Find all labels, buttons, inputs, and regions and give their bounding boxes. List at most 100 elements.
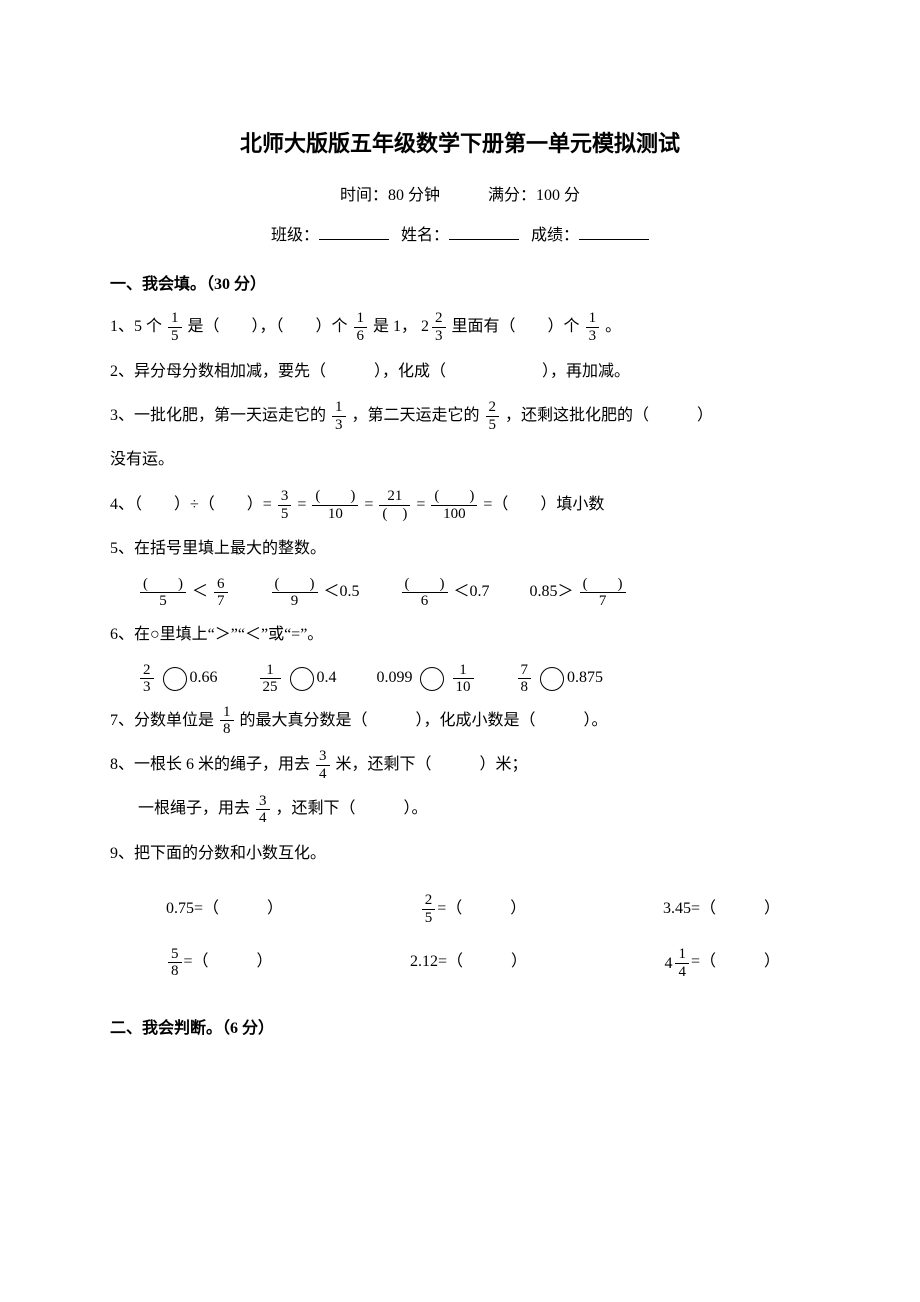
q6-v4: 0.875 [567,669,603,686]
q8-text-c: 一根绳子，用去 [138,800,250,817]
question-7: 7、分数单位是 18 的最大真分数是（ ），化成小数是（ ）。 [110,702,810,740]
frac-5-8: 58 [168,946,182,980]
frac-7-8: 78 [518,662,532,696]
time-label: 时间：80 分钟 [340,187,440,204]
q4-eq2: = [364,496,377,513]
frac-p-6: ( )6 [402,576,448,610]
question-6-row: 23 0.66 125 0.4 0.099 110 78 0.875 [110,660,810,695]
q3-text-b: ，第二天运走它的 [352,407,480,424]
q5-item-4: 0.85＞ ( )7 [530,574,628,609]
q4-eq3: = [416,496,429,513]
question-3-line2: 没有运。 [110,441,810,479]
q5-v3: 0.85 [530,583,558,600]
q5-v1: 0.5 [340,583,360,600]
page-title: 北师大版版五年级数学下册第一单元模拟测试 [110,120,810,168]
gt-1: ＞ [558,583,574,600]
question-5: 5、在括号里填上最大的整数。 [110,530,810,568]
lt-1: ＜ [192,583,208,600]
frac-1-10: 110 [453,662,474,696]
frac-1-25: 125 [260,662,281,696]
question-3: 3、一批化肥，第一天运走它的 13 ，第二天运走它的 25 ，还剩这批化肥的（ … [110,397,810,435]
q4-text-a: 4、（ ）÷（ ）= [110,496,276,513]
question-6: 6、在○里填上“＞”“＜”或“=”。 [110,616,810,654]
score-blank[interactable] [579,223,649,240]
frac-p-10: ( )10 [312,488,358,522]
question-8-line1: 8、一根长 6 米的绳子，用去 34 米，还剩下（ ）米； [110,746,810,784]
frac-p-5: ( )5 [140,576,186,610]
student-info-line: 班级： 姓名： 成绩： [110,218,810,253]
q1-text-e: 。 [605,318,621,335]
frac-2-3: 23 [140,662,154,696]
q9-item-2: 25=（ ） [420,891,527,926]
frac-1-3b: 13 [332,399,346,433]
q6-item-2: 125 0.4 [258,660,337,695]
lt-3: ＜ [454,583,470,600]
mixed-4-1-4: 414 [664,945,691,981]
q5-v2: 0.7 [470,583,490,600]
q7-text-b: 的最大真分数是（ ），化成小数是（ ）。 [240,712,608,729]
frac-2-5b: 25 [422,892,436,926]
q6-item-3: 0.099 110 [377,660,476,695]
question-9-row1: 0.75=（ ） 25=（ ） 3.45=（ ） [110,891,810,926]
frac-6-7: 67 [214,576,228,610]
q6-v2: 0.4 [317,669,337,686]
q9-item-5: 2.12=（ ） [410,944,527,980]
frac-p-7: ( )7 [580,576,626,610]
frac-1-6: 16 [354,310,368,344]
q5-item-2: ( )9 ＜0.5 [270,574,360,609]
q9-d: =（ ） [184,953,273,970]
question-4: 4、（ ）÷（ ）= 35 = ( )10 = 21( ) = ( )100 =… [110,486,810,524]
q3-text-a: 3、一批化肥，第一天运走它的 [110,407,326,424]
q7-text-a: 7、分数单位是 [110,712,214,729]
circle-input-4[interactable] [540,667,564,691]
q6-item-1: 23 0.66 [138,660,218,695]
q1-text-d: 里面有（ ）个 [452,318,580,335]
name-blank[interactable] [449,223,519,240]
q8-text-b: 米，还剩下（ ）米； [336,756,528,773]
mixed-2-2-3: 223 [421,308,448,347]
section-2-head: 二、我会判断。（6 分） [110,1011,810,1046]
frac-2-5: 25 [486,399,500,433]
q9-b: =（ ） [437,900,526,917]
question-2: 2、异分母分数相加减，要先（ ），化成（ ），再加减。 [110,353,810,391]
frac-1-5: 15 [168,310,182,344]
q8-text-a: 8、一根长 6 米的绳子，用去 [110,756,310,773]
q5-item-3: ( )6 ＜0.7 [400,574,490,609]
page: 北师大版版五年级数学下册第一单元模拟测试 时间：80 分钟 满分：100 分 班… [0,0,920,1302]
q3-text-c: ，还剩这批化肥的（ ） [505,407,713,424]
q9-f: =（ ） [691,953,780,970]
frac-3-4: 34 [316,748,330,782]
question-9: 9、把下面的分数和小数互化。 [110,835,810,873]
q6-item-4: 78 0.875 [516,660,604,695]
frac-p-100: ( )100 [431,488,477,522]
circle-input-2[interactable] [290,667,314,691]
question-8-line2: 一根绳子，用去 34 ，还剩下（ ）。 [110,790,810,828]
frac-1-3: 13 [586,310,600,344]
q1-text-a: 1、5 个 [110,318,166,335]
question-9-row2: 58=（ ） 2.12=（ ） 414=（ ） [110,944,810,980]
frac-1-8: 18 [220,704,234,738]
q1-text-b: 是（ ），（ ）个 [188,318,352,335]
q5-item-1: ( )5 ＜ 67 [138,574,230,609]
class-label: 班级： [271,227,319,244]
full-label: 满分：100 分 [488,187,580,204]
q9-item-3: 3.45=（ ） [663,891,780,926]
class-blank[interactable] [319,223,389,240]
q8-text-d: ，还剩下（ ）。 [276,800,428,817]
frac-p-9: ( )9 [272,576,318,610]
frac-21-p: 21( ) [379,488,410,522]
question-1: 1、5 个 15 是（ ），（ ）个 16 是 1， 223 里面有（ ）个 1… [110,308,810,347]
circle-input-3[interactable] [420,667,444,691]
circle-input-1[interactable] [163,667,187,691]
lt-2: ＜ [324,583,340,600]
score-label: 成绩： [531,227,579,244]
time-score-line: 时间：80 分钟 满分：100 分 [110,178,810,213]
q9-item-6: 414=（ ） [664,944,780,980]
q9-item-4: 58=（ ） [166,944,273,980]
q9-item-1: 0.75=（ ） [166,891,283,926]
section-1-head: 一、我会填。（30 分） [110,267,810,302]
q4-text-e: =（ ）填小数 [483,496,604,513]
q4-eq1: = [297,496,310,513]
q6-v3: 0.099 [377,669,413,686]
q6-v1: 0.66 [190,669,218,686]
